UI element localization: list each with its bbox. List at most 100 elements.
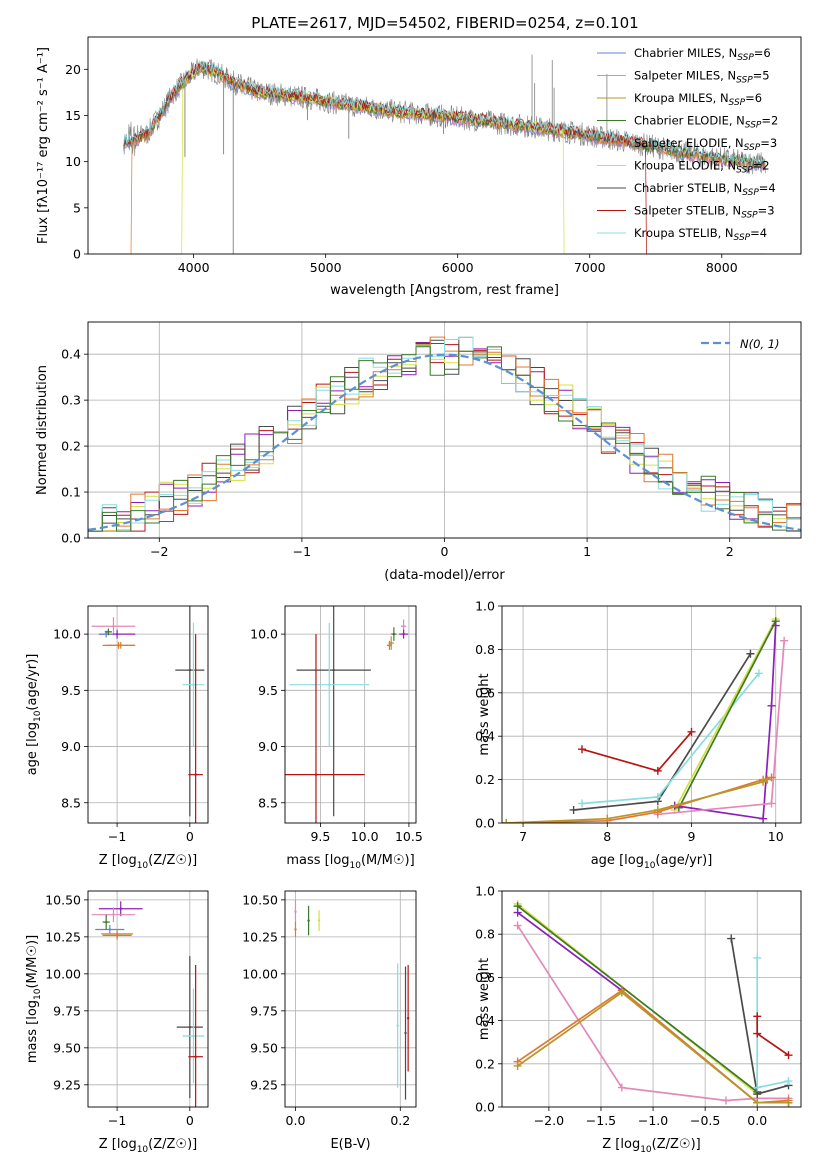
label-tspan: 10 [137,861,149,871]
age_vs_mass-ytick-label: 10.0 [250,627,278,642]
label-tspan: SSP [734,233,751,243]
weight_vs_age-xtick-label: 7 [519,829,527,844]
mass_vs_Z-ytick-label: 9.25 [53,1077,81,1092]
weight-marker [502,819,511,823]
weight-series-line [506,776,772,823]
spectrum-model-line [123,60,766,165]
mass_vs_ebv-ytick-label: 10.00 [242,966,278,981]
spectrum-data-line [123,58,766,175]
age_vs_Z-ytick-label: 8.5 [61,795,81,810]
legend-label: Salpeter STELIB, NSSP=3 [634,204,775,221]
mass_vs_ebv-ytick-label: 9.50 [250,1040,278,1055]
weight-marker [513,1061,522,1070]
label-tspan: 10 [644,861,656,871]
axes-frame [284,605,417,824]
weight-marker [727,934,736,943]
weight_vs_Z-xtick-label: −1.5 [586,1113,616,1128]
weight-marker [617,988,626,997]
data-point [332,668,335,672]
data-point [396,1024,399,1027]
legend-label: N(0, 1) [740,337,780,351]
spectrum-xtick-label: 7000 [574,260,606,275]
label-tspan: 10 [33,710,43,722]
residual_hist-plot [88,336,801,538]
age_vs_mass-ytick-label: 9.0 [258,739,278,754]
residual_hist-xtick-label: 0 [441,544,449,559]
axis-xlabel: (data-model)/error [384,568,505,583]
mass_vs_ebv-ytick-label: 9.25 [250,1077,278,1092]
weight_vs_Z-xtick-label: −0.5 [690,1113,720,1128]
weight-marker [653,766,662,775]
weight_vs_age-ytick-label: 0.2 [475,772,495,787]
label-tspan: =6 [745,91,762,105]
data-point [388,644,391,647]
label-tspan: 10 [33,988,43,1000]
weight-marker [784,1098,793,1107]
mass_vs_ebv-ytick-label: 9.75 [250,1003,278,1018]
axes-frame [87,321,802,539]
residual_hist-ytick-label: 0.3 [61,393,81,408]
weight_vs_age-xtick-label: 10 [768,829,784,844]
mass_vs_Z-plot [91,901,205,1107]
weight-marker [753,1012,762,1021]
weight_vs_age-ytick-label: 0.8 [475,642,495,657]
label-tspan: =3 [760,136,777,150]
weight-marker [767,773,776,782]
weight-marker [784,1077,793,1086]
weight-series-line [517,905,758,1093]
label-tspan: Chabrier STELIB, N [634,181,742,195]
label-tspan: Chabrier MILES, N [634,46,737,60]
legend-label: Chabrier ELODIE, NSSP=2 [634,114,778,131]
axis-xlabel: Z [log10(Z/Z☉)] [99,853,197,871]
age_vs_mass-xtick-label: 10.5 [395,829,423,844]
label-tspan: Salpeter STELIB, N [634,204,741,218]
legend-label: Salpeter MILES, NSSP=5 [634,69,770,86]
data-point [192,683,195,686]
weight-series-line [581,731,693,772]
weight_vs_Z-xtick-label: −2.0 [534,1113,564,1128]
weight-marker [754,669,763,678]
spectrum-xtick-label: 6000 [442,260,474,275]
mass_vs_Z-xtick-label: −1 [108,1113,126,1128]
mass_vs_Z-xtick-label: 0 [186,1113,194,1128]
weight-series-line [673,618,777,811]
axis-xlabel: E(B-V) [330,1137,370,1152]
label-tspan: (age/yr)] [25,654,40,711]
histogram-step [88,336,801,538]
spectrum-model-line [123,63,766,171]
spectrum-xtick-label: 4000 [178,260,210,275]
data-point [194,773,197,776]
weight-marker [687,727,696,736]
label-tspan: SSP [742,188,759,198]
data-point [192,1034,195,1038]
label-tspan: SSP [741,211,758,221]
label-tspan: Chabrier ELODIE, N [634,114,745,128]
label-tspan: SSP [745,121,762,131]
data-point [392,632,396,636]
weight-marker [759,814,768,823]
weight_vs_Z-ytick-label: 0.0 [475,1100,495,1115]
weight-marker [753,1083,762,1092]
weight-marker [753,953,762,962]
legend-label: Chabrier STELIB, NSSP=4 [634,181,776,198]
label-tspan: 10 [640,1145,652,1155]
axis-xlabel: Z [log10(Z/Z☉)] [99,1137,197,1155]
weight-series-line [678,620,777,809]
axes-frame [87,890,209,1108]
data-point [307,919,310,922]
residual_hist-ytick-label: 0.0 [61,531,81,546]
age_vs_mass-xtick-label: 9.5 [310,829,330,844]
label-tspan: Z [log [99,1137,137,1152]
label-tspan: SSP [736,166,753,176]
spectrum-plot [123,54,766,254]
weight-marker [603,814,612,823]
spectrum-ytick-label: 10 [65,154,81,169]
axis-xlabel: mass [log10(M/M☉)] [286,853,414,871]
weight_vs_Z-ytick-label: 0.6 [475,970,495,985]
axis-xlabel: wavelength [Angstrom, rest frame] [330,283,559,298]
weight-marker [771,621,780,630]
residual_hist-xtick-label: −1 [293,544,311,559]
mass_vs_Z-ytick-label: 10.25 [45,929,81,944]
